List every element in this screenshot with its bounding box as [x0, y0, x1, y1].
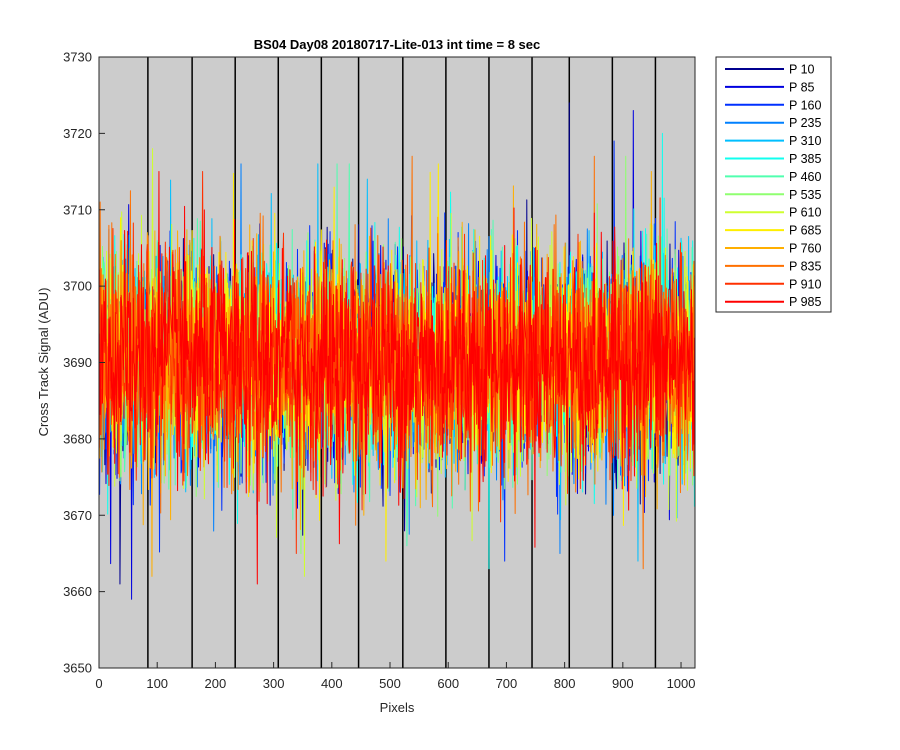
x-tick-label: 800	[554, 676, 576, 691]
y-tick-label: 3660	[63, 584, 92, 599]
legend-label: P 685	[789, 224, 821, 238]
legend-label: P 460	[789, 170, 821, 184]
legend-label: P 310	[789, 134, 821, 148]
y-tick-label: 3670	[63, 508, 92, 523]
x-tick-label: 1000	[667, 676, 696, 691]
y-tick-label: 3700	[63, 279, 92, 294]
series-layer	[98, 102, 695, 600]
x-tick-label: 100	[146, 676, 168, 691]
series-line	[98, 171, 695, 585]
x-tick-label: 900	[612, 676, 634, 691]
legend-label: P 610	[789, 206, 821, 220]
legend-label: P 85	[789, 80, 815, 94]
y-tick-label: 3690	[63, 355, 92, 370]
x-tick-label: 200	[205, 676, 227, 691]
x-axis-label: Pixels	[380, 700, 415, 715]
chart-title: BS04 Day08 20180717-Lite-013 int time = …	[254, 37, 541, 52]
legend-box	[715, 56, 832, 313]
legend-label: P 835	[789, 259, 821, 273]
legend-label: P 160	[789, 98, 821, 112]
legend: P 10 P 85 P 160 P 235 P 310 P 385 P 460 P 535 P …	[715, 56, 832, 313]
x-tick-label: 600	[437, 676, 459, 691]
legend-label: P 535	[789, 188, 821, 202]
legend-label: P 385	[789, 152, 821, 166]
x-tick-label: 0	[95, 676, 102, 691]
y-tick-label: 3680	[63, 431, 92, 446]
x-axis: 0 100 200 300 400 500 600 700 800 900 1000	[95, 662, 695, 691]
legend-label: P 10	[789, 63, 815, 77]
y-tick-label: 3730	[63, 50, 92, 65]
x-tick-label: 400	[321, 676, 343, 691]
legend-label: P 985	[789, 295, 821, 309]
legend-label: P 760	[789, 242, 821, 256]
legend-label: P 235	[789, 116, 821, 130]
y-tick-label: 3720	[63, 126, 92, 141]
y-tick-label: 3650	[63, 661, 92, 676]
y-tick-label: 3710	[63, 202, 92, 217]
x-tick-label: 300	[263, 676, 285, 691]
legend-label: P 910	[789, 277, 821, 291]
y-axis: 3650 3660 3670 3680 3690 3700 3710 3720 3730	[63, 50, 105, 676]
y-axis-label: Cross Track Signal (ADU)	[36, 288, 51, 437]
x-tick-label: 700	[496, 676, 518, 691]
x-tick-label: 500	[379, 676, 401, 691]
